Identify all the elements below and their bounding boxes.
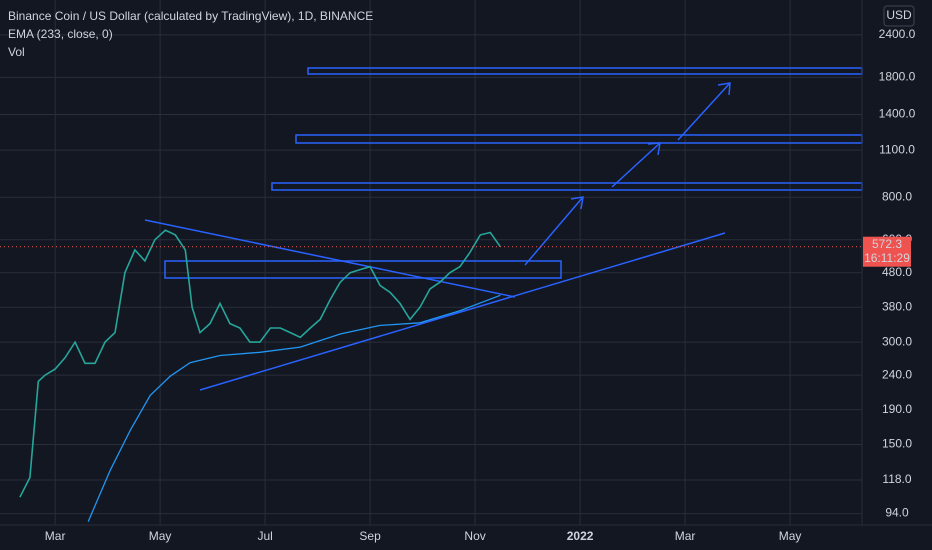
indicator-label: Vol [8,45,25,59]
currency[interactable]: USD [886,8,912,22]
indicator-label: EMA (233, close, 0) [8,27,113,41]
y-tick-label: 800.0 [882,189,912,203]
chart-title: Binance Coin / US Dollar (calculated by … [8,9,373,23]
y-tick-label: 480.0 [882,265,912,279]
trend-line [199,232,726,391]
y-tick-label: 1800.0 [879,70,916,84]
y-tick-label: 94.0 [885,506,909,520]
arrow [677,82,731,141]
arrow [524,196,584,266]
x-tick-label: Mar [675,529,696,543]
y-tick-label: 118.0 [882,472,911,486]
y-tick-label: 300.0 [882,334,912,348]
price-tag-label: 572.3 [872,237,902,251]
y-tick-label: 1400.0 [879,107,916,121]
x-tick-label: 2022 [567,529,594,543]
series-line [87,294,501,522]
zone-box [164,260,562,279]
y-tick-label: 240.0 [882,367,912,381]
trend-line [144,219,516,298]
currency-box[interactable] [883,5,915,27]
x-tick-label: Sep [359,529,381,543]
series-line [19,229,501,498]
y-tick-label: 2400.0 [879,27,916,41]
axes: 94.0118.0150.0190.0240.0300.0380.0480.06… [45,27,916,543]
y-tick-label: 1100.0 [879,142,915,156]
countdown: 16:11:29 [864,251,910,265]
x-tick-label: Jul [257,529,272,543]
x-tick-label: May [149,529,172,543]
x-tick-label: Nov [464,529,485,543]
y-tick-label: 190.0 [882,402,912,416]
grid [0,0,862,525]
y-tick-label: 150.0 [882,437,912,451]
arrow [611,142,661,188]
price-tag [863,236,911,267]
x-tick-label: Mar [45,529,66,543]
plot [0,229,862,522]
drawings [144,67,863,391]
x-tick-label: May [779,529,802,543]
y-tick-label: 380.0 [882,299,912,313]
